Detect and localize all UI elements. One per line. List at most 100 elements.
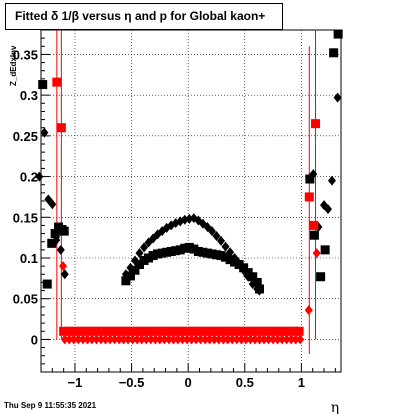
- data-point-square: [311, 119, 321, 129]
- data-point-diamond: [226, 247, 235, 258]
- data-point-diamond: [291, 334, 300, 345]
- data-point-square: [221, 252, 231, 262]
- data-point-square: [59, 226, 69, 236]
- data-point-diamond: [309, 169, 318, 180]
- data-point-square: [235, 326, 245, 336]
- data-point-square: [108, 326, 118, 336]
- data-point-square: [63, 326, 73, 336]
- data-point-square: [163, 326, 173, 336]
- data-point-square: [171, 246, 181, 256]
- data-point-square: [294, 326, 304, 336]
- data-point-square: [56, 123, 66, 133]
- data-point-square: [90, 326, 100, 336]
- data-point-diamond: [101, 334, 110, 345]
- data-point-square: [158, 326, 168, 336]
- data-point-diamond: [60, 334, 69, 345]
- data-point-square: [52, 77, 62, 87]
- data-point-square: [305, 174, 315, 184]
- data-point-square: [139, 255, 149, 265]
- data-point-diamond: [287, 334, 296, 345]
- data-point-square: [77, 326, 87, 336]
- data-point-square: [130, 265, 140, 275]
- data-point-square: [172, 326, 182, 336]
- data-point-diamond: [210, 334, 219, 345]
- chart-title: Fitted δ 1/β versus η and p for Global k…: [5, 3, 283, 30]
- data-point-diamond: [97, 334, 105, 345]
- data-point-diamond: [207, 226, 216, 237]
- data-point-diamond: [128, 334, 137, 345]
- data-point-square: [211, 250, 221, 260]
- data-point-square: [204, 326, 214, 336]
- data-point-diamond: [246, 334, 255, 345]
- data-point-diamond: [146, 334, 155, 345]
- data-point-diamond: [248, 279, 257, 290]
- data-point-diamond: [126, 262, 135, 273]
- plot-frame: [40, 29, 342, 373]
- data-point-diamond: [241, 334, 250, 345]
- data-point-square: [181, 326, 191, 336]
- y-axis-label: Z_dEdxInv: [9, 45, 18, 86]
- data-point-square: [193, 246, 203, 256]
- data-point-square: [47, 238, 57, 248]
- data-point-square: [189, 244, 199, 254]
- error-bars: [56, 30, 317, 355]
- data-point-diamond: [164, 334, 173, 345]
- data-point-square: [258, 326, 268, 336]
- data-point-diamond: [169, 334, 178, 345]
- data-point-square: [262, 326, 272, 336]
- y-tick-label: 0.35: [13, 47, 38, 62]
- data-point-square: [149, 326, 159, 336]
- data-point-square: [316, 272, 326, 282]
- data-point-diamond: [273, 334, 282, 345]
- data-point-square: [304, 192, 314, 202]
- data-point-diamond: [232, 334, 241, 345]
- data-point-diamond: [219, 334, 228, 345]
- data-point-square: [86, 326, 96, 336]
- data-point-diamond: [119, 334, 128, 345]
- data-point-diamond: [205, 334, 214, 345]
- y-tick-label: 0.05: [13, 292, 38, 307]
- data-point-square: [68, 326, 78, 336]
- data-point-square: [216, 251, 226, 261]
- x-tick-label: 1: [298, 375, 305, 390]
- data-point-square: [190, 326, 200, 336]
- data-point-square: [271, 326, 281, 336]
- data-point-diamond: [142, 334, 151, 345]
- data-point-square: [122, 326, 132, 336]
- tick-labels: −1 −0.5 0 0.5 1 0 0.05 0.1 0.15 0.2 0.25 0.3 0.35: [13, 47, 305, 390]
- data-point-square: [184, 242, 194, 252]
- data-point-square: [153, 249, 163, 259]
- data-point-square: [309, 230, 319, 240]
- data-point-square: [253, 326, 263, 336]
- y-tick-label: 0.1: [20, 251, 38, 266]
- data-point-square: [104, 326, 114, 336]
- data-point-square: [175, 245, 185, 255]
- data-point-square: [140, 326, 150, 336]
- data-point-diamond: [106, 334, 115, 345]
- data-point-diamond: [296, 334, 305, 345]
- data-point-diamond: [237, 334, 246, 345]
- data-point-square: [50, 229, 60, 239]
- data-point-square: [329, 48, 339, 58]
- data-point-square: [285, 326, 295, 336]
- data-point-diamond: [69, 334, 78, 345]
- data-point-diamond: [60, 269, 69, 280]
- data-point-square: [99, 326, 109, 336]
- data-point-diamond: [74, 334, 83, 345]
- data-point-diamond: [183, 334, 192, 345]
- data-point-square: [148, 251, 158, 261]
- data-point-square: [320, 245, 330, 255]
- data-point-square: [136, 326, 146, 336]
- data-point-square: [162, 247, 172, 257]
- data-point-square: [38, 80, 48, 90]
- data-point-diamond: [178, 334, 187, 345]
- data-point-diamond: [196, 334, 205, 345]
- x-axis-label: η: [331, 400, 339, 414]
- data-point-square: [125, 271, 135, 281]
- data-point-square: [202, 248, 212, 258]
- data-point-square: [309, 220, 319, 230]
- data-point-diamond: [323, 204, 332, 215]
- data-point-diamond: [187, 334, 196, 345]
- data-point-square: [208, 326, 218, 336]
- data-point-square: [185, 326, 195, 336]
